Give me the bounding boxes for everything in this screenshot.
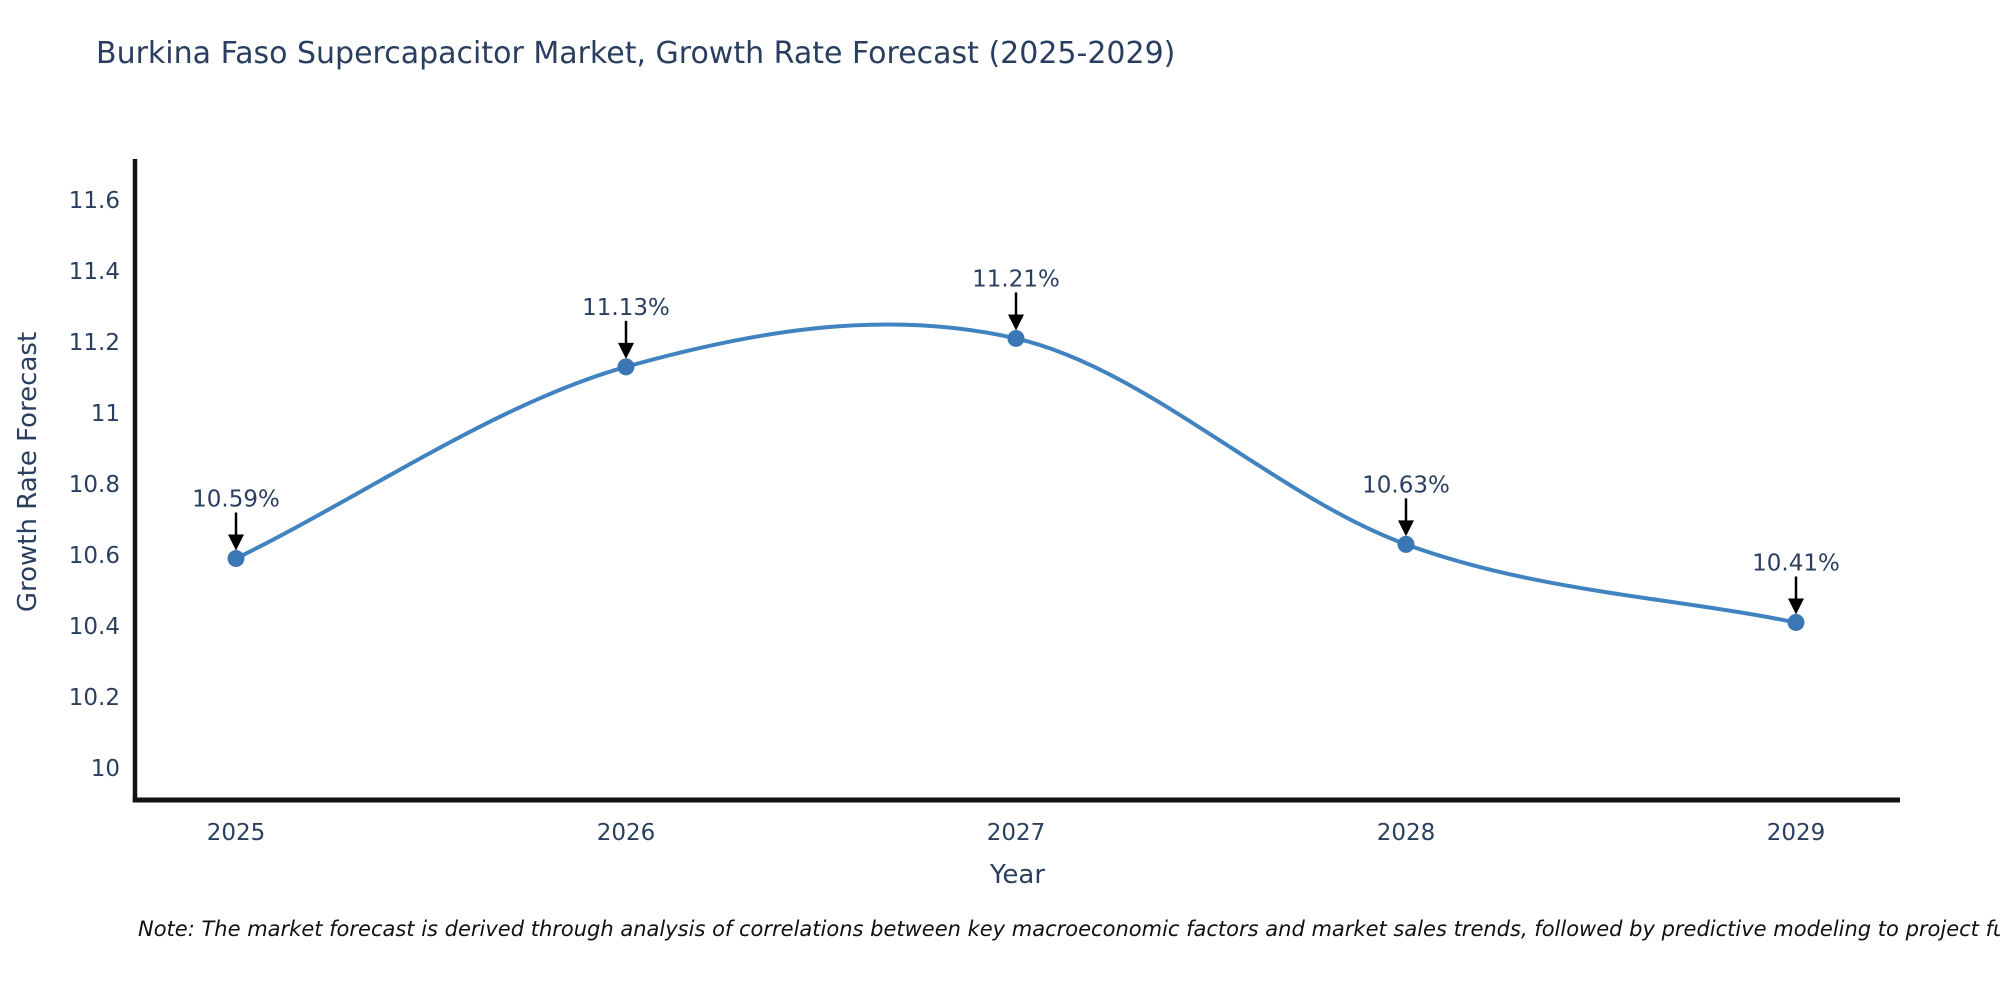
annotation-label: 11.21% [972, 266, 1060, 292]
annotation-label: 10.59% [192, 487, 280, 513]
x-tick-label: 2025 [207, 820, 266, 846]
y-tick-label: 11.2 [69, 330, 120, 356]
annotation-label: 10.63% [1362, 472, 1450, 498]
annotation-arrowhead [1398, 520, 1414, 537]
forecast-line [234, 322, 1798, 625]
annotation-arrowhead [228, 534, 244, 551]
x-axis-title: Year [989, 860, 1046, 890]
annotation-label: 10.41% [1752, 550, 1840, 576]
data-point-marker [1007, 329, 1025, 347]
x-tick-label: 2026 [597, 820, 656, 846]
data-point-marker [1397, 535, 1415, 553]
annotation-label: 11.13% [582, 295, 670, 321]
y-tick-label: 10.6 [69, 543, 120, 569]
data-point-marker [617, 358, 635, 376]
chart-title: Burkina Faso Supercapacitor Market, Grow… [96, 36, 1176, 71]
annotation-arrowhead [618, 342, 634, 359]
footnote: Note: The market forecast is derived thr… [138, 917, 2000, 941]
x-tick-label: 2029 [1767, 820, 1826, 846]
y-tick-label: 10 [91, 756, 120, 782]
y-tick-label: 10.8 [69, 472, 120, 498]
data-point-marker [1787, 613, 1805, 631]
annotation-arrowhead [1008, 314, 1024, 331]
y-tick-label: 10.4 [69, 614, 120, 640]
annotation-arrowhead [1788, 598, 1804, 615]
data-point-marker [227, 550, 245, 568]
x-tick-label: 2028 [1377, 820, 1436, 846]
y-tick-label: 10.2 [69, 685, 120, 711]
y-tick-label: 11.6 [69, 188, 120, 214]
y-tick-label: 11.4 [69, 259, 120, 285]
y-tick-label: 11 [91, 401, 120, 427]
x-tick-label: 2027 [987, 820, 1046, 846]
